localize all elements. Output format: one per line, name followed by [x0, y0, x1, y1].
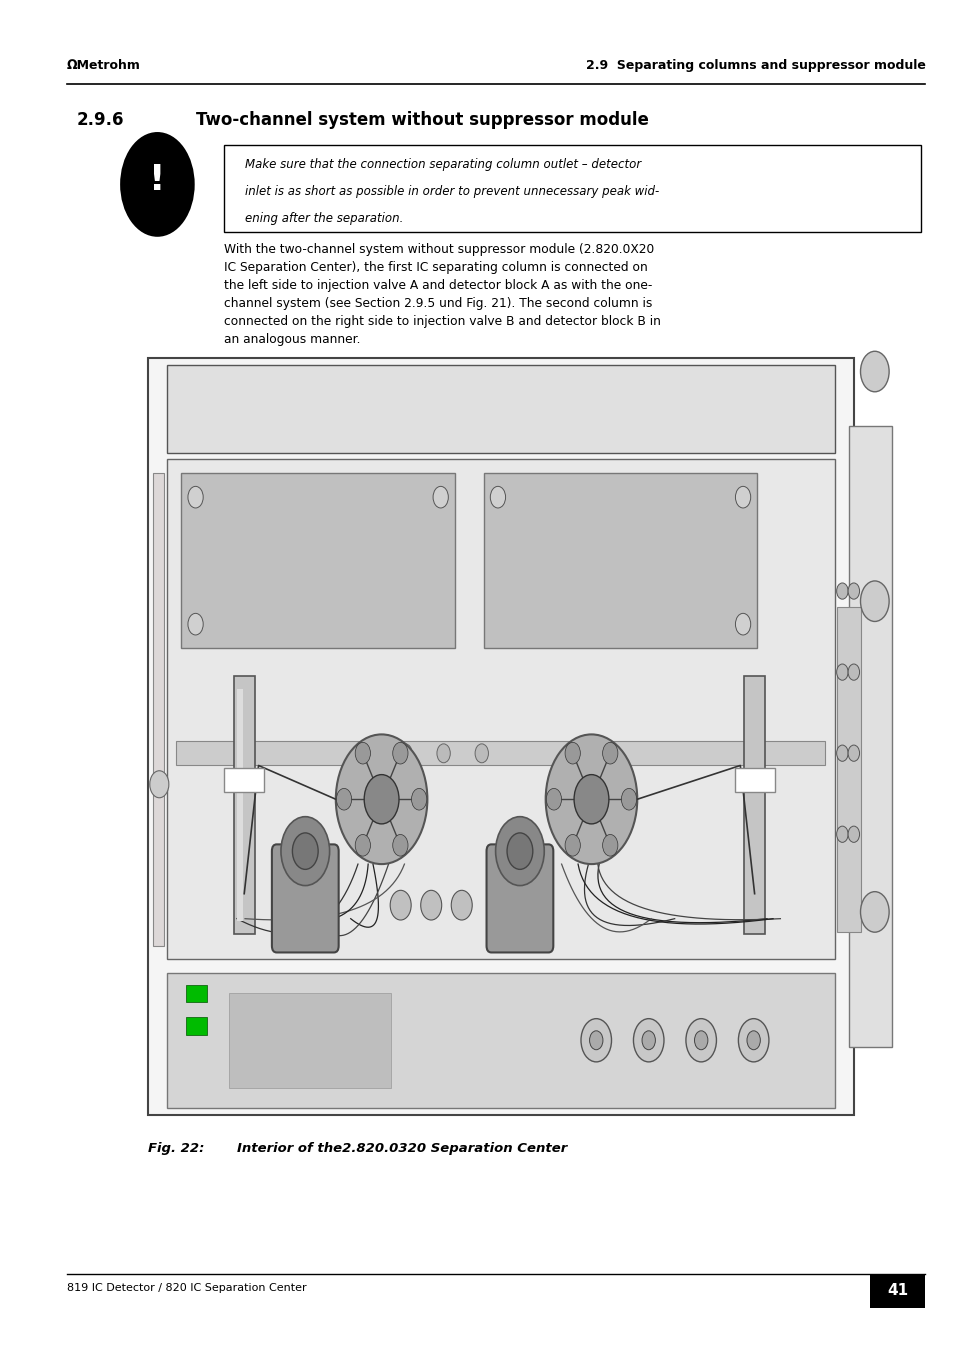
Circle shape — [451, 890, 472, 920]
Circle shape — [495, 816, 543, 886]
Circle shape — [150, 770, 169, 797]
Text: Make sure that the connection separating column outlet – detector: Make sure that the connection separating… — [245, 158, 640, 172]
FancyBboxPatch shape — [483, 473, 757, 648]
Circle shape — [574, 774, 608, 824]
Circle shape — [393, 743, 408, 765]
Circle shape — [564, 835, 579, 857]
Circle shape — [860, 892, 888, 932]
Circle shape — [364, 774, 398, 824]
Circle shape — [580, 1019, 611, 1062]
Circle shape — [620, 789, 636, 811]
Text: 41: 41 — [886, 1283, 907, 1298]
FancyBboxPatch shape — [233, 676, 254, 935]
FancyBboxPatch shape — [176, 742, 824, 766]
FancyBboxPatch shape — [167, 973, 834, 1108]
Text: ΩMetrohm: ΩMetrohm — [67, 59, 140, 72]
FancyBboxPatch shape — [236, 689, 243, 921]
Circle shape — [188, 486, 203, 508]
FancyBboxPatch shape — [181, 473, 455, 648]
Circle shape — [433, 486, 448, 508]
Circle shape — [738, 1019, 768, 1062]
Circle shape — [746, 1031, 760, 1050]
FancyBboxPatch shape — [186, 985, 207, 1002]
Text: With the two-channel system without suppressor module (2.820.0X20
IC Separation : With the two-channel system without supp… — [224, 243, 660, 346]
Circle shape — [735, 486, 750, 508]
Circle shape — [411, 789, 426, 811]
Circle shape — [589, 1031, 602, 1050]
FancyBboxPatch shape — [167, 459, 834, 959]
Text: Two-channel system without suppressor module: Two-channel system without suppressor mo… — [195, 111, 648, 128]
Circle shape — [847, 665, 859, 681]
Text: !: ! — [149, 163, 166, 197]
Circle shape — [390, 890, 411, 920]
Circle shape — [836, 746, 847, 762]
Text: 819 IC Detector / 820 IC Separation Center: 819 IC Detector / 820 IC Separation Cent… — [67, 1283, 306, 1293]
FancyBboxPatch shape — [229, 993, 391, 1088]
Circle shape — [836, 827, 847, 843]
Circle shape — [641, 1031, 655, 1050]
Circle shape — [564, 743, 579, 765]
Circle shape — [398, 744, 412, 763]
Circle shape — [602, 743, 618, 765]
Circle shape — [633, 1019, 663, 1062]
Circle shape — [847, 746, 859, 762]
Circle shape — [847, 584, 859, 600]
Circle shape — [735, 613, 750, 635]
FancyBboxPatch shape — [743, 676, 764, 935]
Circle shape — [836, 665, 847, 681]
Text: Interior of the2.820.0320 Separation Center: Interior of the2.820.0320 Separation Cen… — [236, 1142, 566, 1155]
Text: 2.9  Separating columns and suppressor module: 2.9 Separating columns and suppressor mo… — [585, 59, 924, 72]
Text: 2.9.6: 2.9.6 — [76, 111, 124, 128]
Circle shape — [546, 789, 561, 811]
FancyBboxPatch shape — [734, 767, 774, 792]
Circle shape — [355, 743, 370, 765]
Circle shape — [860, 351, 888, 392]
FancyBboxPatch shape — [848, 426, 891, 1047]
Circle shape — [506, 832, 532, 870]
Circle shape — [121, 134, 193, 235]
Text: ening after the separation.: ening after the separation. — [245, 212, 403, 226]
Text: inlet is as short as possible in order to prevent unnecessary peak wid-: inlet is as short as possible in order t… — [245, 185, 659, 199]
Circle shape — [280, 816, 329, 886]
Circle shape — [436, 744, 450, 763]
Circle shape — [694, 1031, 707, 1050]
Circle shape — [836, 584, 847, 600]
FancyBboxPatch shape — [224, 145, 920, 232]
Circle shape — [490, 486, 505, 508]
Circle shape — [355, 835, 370, 857]
Circle shape — [292, 832, 317, 870]
FancyBboxPatch shape — [186, 1017, 207, 1035]
Circle shape — [188, 613, 203, 635]
Circle shape — [685, 1019, 716, 1062]
Circle shape — [545, 735, 637, 865]
Circle shape — [420, 890, 441, 920]
Circle shape — [393, 835, 408, 857]
FancyBboxPatch shape — [167, 365, 834, 453]
FancyBboxPatch shape — [836, 608, 860, 932]
Text: Fig. 22:: Fig. 22: — [148, 1142, 204, 1155]
Circle shape — [860, 581, 888, 621]
Circle shape — [335, 735, 427, 865]
FancyBboxPatch shape — [272, 844, 338, 952]
Circle shape — [847, 827, 859, 843]
FancyBboxPatch shape — [224, 767, 264, 792]
FancyBboxPatch shape — [486, 844, 553, 952]
Circle shape — [336, 789, 352, 811]
FancyBboxPatch shape — [152, 473, 164, 946]
Circle shape — [602, 835, 618, 857]
FancyBboxPatch shape — [869, 1274, 924, 1308]
FancyBboxPatch shape — [148, 358, 853, 1115]
Circle shape — [475, 744, 488, 763]
